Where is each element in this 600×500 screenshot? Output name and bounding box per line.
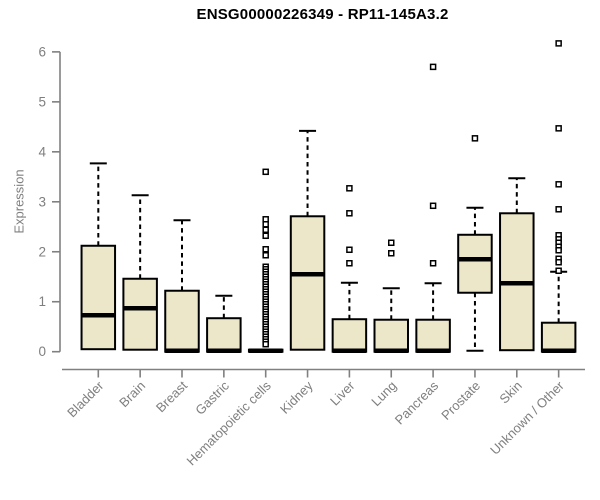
outlier-point: [262, 226, 269, 234]
outlier-point: [555, 181, 562, 188]
iqr-box: [331, 318, 368, 353]
x-category-label-pancreas: Pancreas: [392, 378, 442, 428]
iqr-box: [289, 215, 326, 351]
box-bladder: [80, 162, 117, 351]
outlier-point: [429, 63, 437, 71]
y-tick-label: 1: [38, 294, 46, 309]
outlier-point: [388, 250, 395, 257]
box-brain: [122, 194, 158, 351]
y-tick-label: 6: [38, 44, 46, 59]
x-category-label-brain: Brain: [116, 378, 148, 410]
iqr-box: [164, 289, 200, 353]
outlier-point: [262, 252, 269, 259]
box-hematopoietic-cells: [247, 168, 284, 353]
outlier-point: [346, 260, 353, 267]
x-category-label-kidney: Kidney: [277, 378, 316, 417]
box-skin: [499, 177, 535, 352]
outlier-point: [429, 260, 437, 267]
x-category-label-skin: Skin: [496, 378, 524, 406]
outlier-point: [262, 246, 269, 253]
x-category-label-bladder: Bladder: [64, 378, 107, 421]
y-axis: 0 1 2 3 4 5 6: [38, 44, 61, 359]
x-category-label-liver: Liver: [327, 378, 358, 409]
x-category-label-breast: Breast: [153, 378, 190, 415]
iqr-box: [540, 321, 577, 353]
chart-title: ENSG00000226349 - RP11-145A3.2: [196, 6, 449, 23]
box-unknown-other: [540, 40, 577, 353]
outlier-point: [429, 202, 437, 210]
box-liver: [331, 185, 368, 353]
outlier-point: [555, 259, 562, 266]
y-tick-label: 0: [38, 344, 46, 359]
x-category-label-lung: Lung: [368, 378, 399, 409]
box-prostate: [457, 135, 493, 352]
iqr-box: [415, 318, 451, 353]
outlier-point: [471, 135, 479, 142]
iqr-box: [80, 244, 117, 351]
outlier-point: [262, 168, 269, 176]
box-kidney: [289, 129, 326, 351]
iqr-box: [206, 317, 242, 353]
outlier-point: [388, 239, 395, 247]
outlier-point: [262, 221, 269, 228]
iqr-box: [122, 277, 158, 351]
x-category-label-unknown-other: Unknown / Other: [487, 378, 567, 458]
y-tick-label: 3: [38, 194, 46, 209]
outlier-point: [555, 267, 562, 274]
outlier-point: [555, 40, 562, 47]
box-gastric: [206, 294, 242, 353]
iqr-box: [373, 318, 409, 353]
x-category-label-prostate: Prostate: [438, 378, 483, 423]
iqr-box: [457, 233, 493, 294]
y-tick-label: 5: [38, 94, 46, 109]
y-tick-label: 4: [38, 144, 46, 159]
outlier-point: [555, 125, 562, 132]
outlier-point: [555, 206, 562, 213]
outlier-point: [346, 210, 353, 217]
outlier-point: [346, 246, 353, 254]
y-tick-label: 2: [38, 244, 46, 259]
outlier-point: [555, 247, 562, 254]
outlier-point: [262, 232, 269, 240]
box-breast: [164, 219, 200, 353]
outlier-point: [346, 185, 353, 192]
box-lung: [373, 239, 409, 353]
outlier-point: [262, 340, 269, 348]
box-pancreas: [415, 63, 451, 353]
x-category-label-gastric: Gastric: [192, 378, 232, 418]
